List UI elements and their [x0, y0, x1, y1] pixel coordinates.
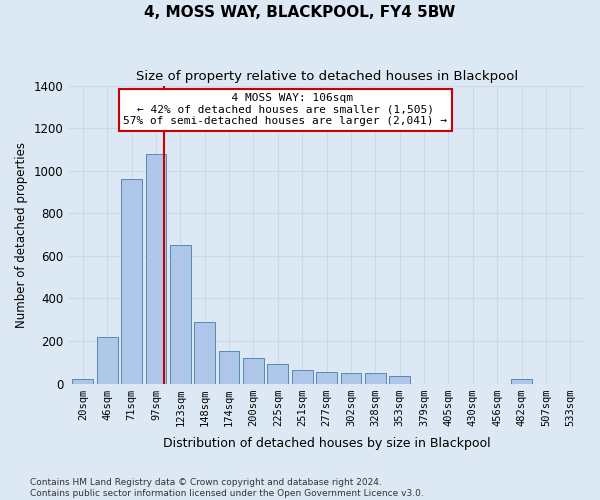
Bar — [170, 245, 191, 384]
Bar — [389, 376, 410, 384]
Y-axis label: Number of detached properties: Number of detached properties — [15, 142, 28, 328]
Bar — [365, 373, 386, 384]
Bar — [243, 358, 264, 384]
Bar — [316, 372, 337, 384]
Text: Contains HM Land Registry data © Crown copyright and database right 2024.
Contai: Contains HM Land Registry data © Crown c… — [30, 478, 424, 498]
Bar — [194, 322, 215, 384]
Bar — [73, 380, 93, 384]
Bar — [97, 336, 118, 384]
Bar — [268, 364, 288, 384]
Bar — [219, 350, 239, 384]
Title: Size of property relative to detached houses in Blackpool: Size of property relative to detached ho… — [136, 70, 518, 83]
Bar — [511, 380, 532, 384]
Bar — [341, 373, 361, 384]
Text: 4, MOSS WAY, BLACKPOOL, FY4 5BW: 4, MOSS WAY, BLACKPOOL, FY4 5BW — [145, 5, 455, 20]
Bar — [121, 179, 142, 384]
Bar — [292, 370, 313, 384]
Text: 4 MOSS WAY: 106sqm
← 42% of detached houses are smaller (1,505)
57% of semi-deta: 4 MOSS WAY: 106sqm ← 42% of detached hou… — [123, 93, 447, 126]
X-axis label: Distribution of detached houses by size in Blackpool: Distribution of detached houses by size … — [163, 437, 490, 450]
Bar — [146, 154, 166, 384]
